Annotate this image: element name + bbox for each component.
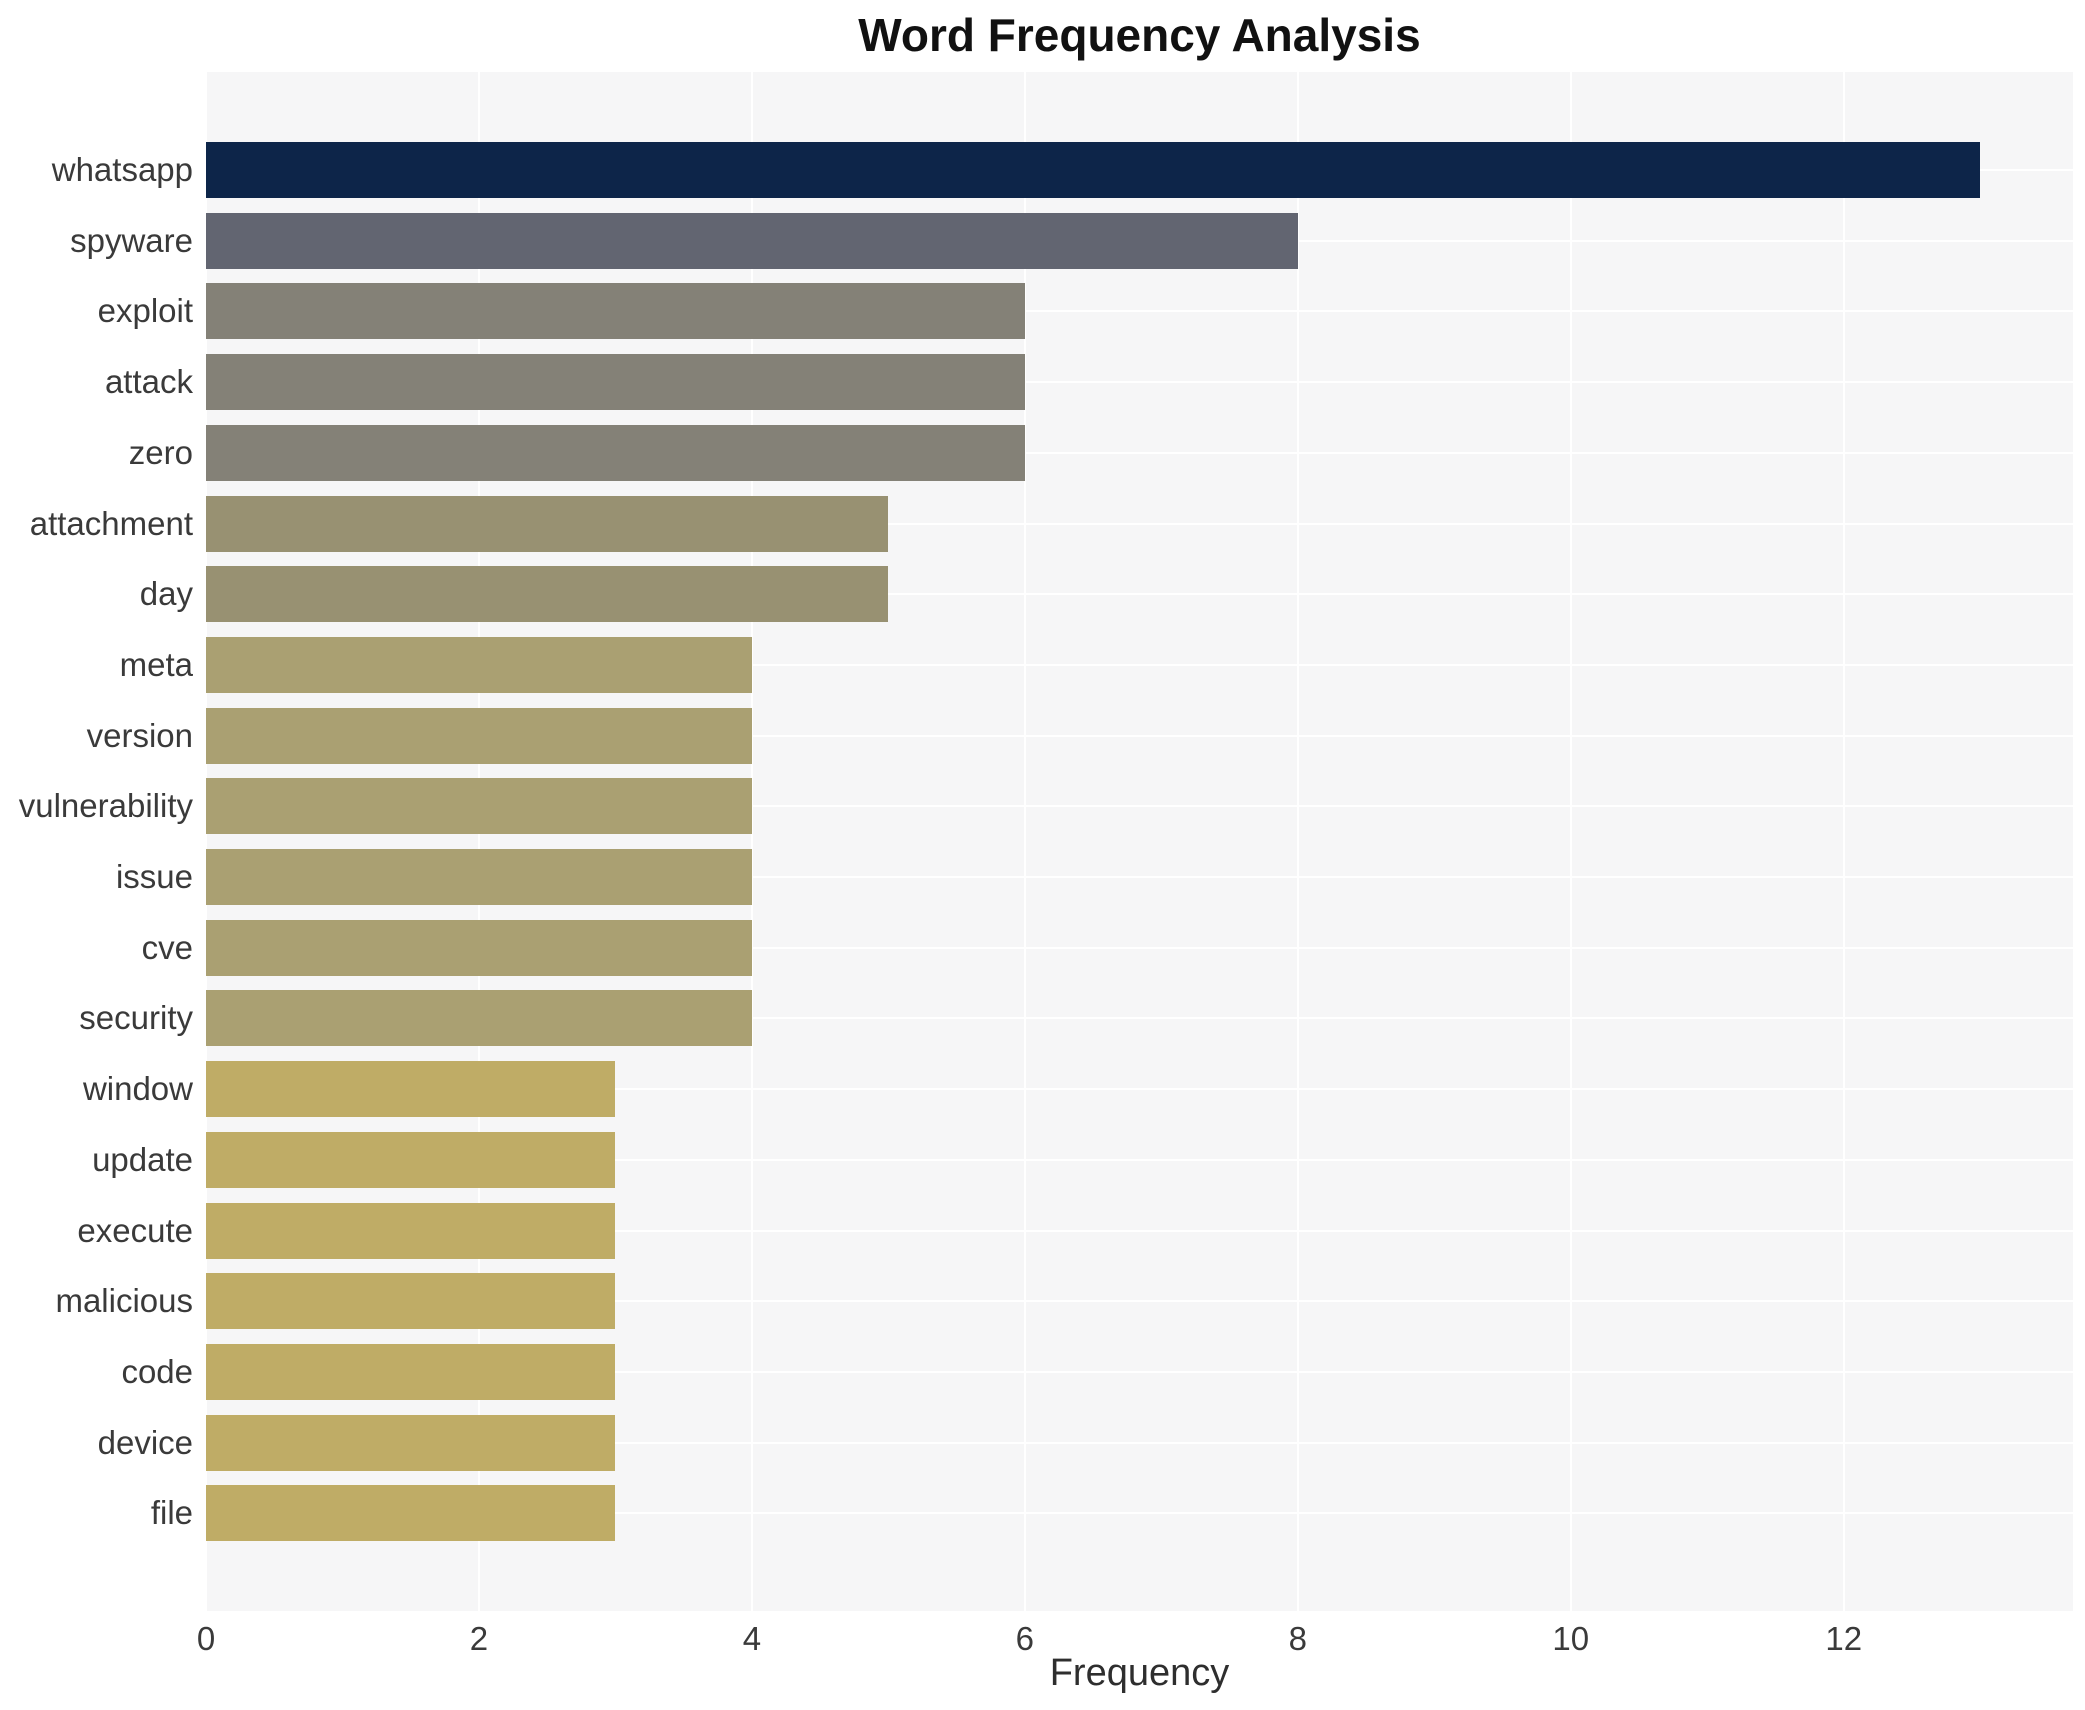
- bar-attack: [206, 354, 1025, 411]
- y-tick-label-file: file: [150, 1494, 193, 1532]
- y-tick-label-version: version: [86, 716, 193, 754]
- y-tick-label-device: device: [97, 1423, 193, 1461]
- bar-attachment: [206, 495, 889, 552]
- gridline-horizontal-zero: [206, 451, 2073, 454]
- x-tick-label-12: 12: [1825, 1620, 1863, 1657]
- bar-cve: [206, 919, 752, 976]
- bar-execute: [206, 1202, 616, 1259]
- gridline-horizontal-attack: [206, 381, 2073, 384]
- bar-code: [206, 1343, 616, 1400]
- x-tick-label-4: 4: [742, 1620, 762, 1657]
- gridline-horizontal-device: [206, 1441, 2073, 1444]
- y-tick-label-whatsapp: whatsapp: [51, 151, 193, 188]
- y-tick-label-spyware: spyware: [70, 221, 193, 259]
- bar-spyware: [206, 212, 1298, 269]
- bar-malicious: [206, 1273, 616, 1330]
- plot-area: [205, 72, 2073, 1611]
- gridline-horizontal-issue: [206, 876, 2073, 878]
- y-tick-label-issue: issue: [115, 858, 193, 895]
- x-tick-label-8: 8: [1288, 1620, 1307, 1657]
- gridline-horizontal-exploit: [206, 310, 2073, 313]
- y-tick-label-meta: meta: [119, 645, 193, 683]
- x-tick-label-0: 0: [196, 1620, 216, 1657]
- gridline-vertical-12: [1842, 72, 1845, 1611]
- y-tick-label-update: update: [92, 1140, 193, 1178]
- gridline-horizontal-update: [206, 1158, 2073, 1161]
- bar-security: [206, 990, 752, 1047]
- gridline-horizontal-version: [206, 734, 2073, 737]
- y-tick-label-vulnerability: vulnerability: [18, 787, 193, 825]
- gridline-horizontal-execute: [206, 1229, 2073, 1232]
- y-tick-label-security: security: [79, 999, 193, 1037]
- gridline-horizontal-attachment: [206, 522, 2073, 525]
- x-tick-label-10: 10: [1552, 1620, 1590, 1657]
- y-tick-label-attack: attack: [104, 363, 193, 401]
- bar-device: [206, 1414, 616, 1471]
- y-tick-label-cve: cve: [141, 928, 193, 966]
- bar-day: [206, 566, 889, 623]
- bar-update: [206, 1131, 616, 1188]
- gridline-horizontal-window: [206, 1088, 2073, 1091]
- bar-issue: [206, 849, 752, 905]
- y-tick-label-zero: zero: [128, 433, 193, 471]
- bar-version: [206, 707, 752, 764]
- bar-zero: [206, 424, 1025, 481]
- y-tick-label-exploit: exploit: [97, 292, 193, 330]
- y-tick-label-code: code: [121, 1352, 193, 1390]
- bar-vulnerability: [206, 778, 752, 835]
- gridline-horizontal-security: [206, 1017, 2073, 1020]
- bar-whatsapp: [206, 142, 1981, 198]
- gridline-vertical-8: [1296, 72, 1299, 1611]
- gridline-horizontal-malicious: [206, 1300, 2073, 1303]
- gridline-horizontal-vulnerability: [206, 805, 2073, 808]
- x-axis-title: Frequency: [1049, 1652, 1230, 1694]
- y-tick-label-day: day: [139, 575, 193, 613]
- bar-file: [206, 1485, 616, 1542]
- gridline-horizontal-cve: [206, 946, 2073, 949]
- y-tick-label-execute: execute: [77, 1211, 193, 1249]
- gridline-vertical-10: [1569, 72, 1572, 1611]
- y-tick-label-window: window: [82, 1070, 193, 1108]
- gridline-horizontal-day: [206, 593, 2073, 596]
- gridline-vertical-6: [1023, 72, 1026, 1611]
- chart-title: Word Frequency Analysis: [858, 9, 1421, 61]
- gridline-vertical-0: [205, 72, 207, 1611]
- gridline-horizontal-meta: [206, 663, 2073, 666]
- y-tick-label-malicious: malicious: [55, 1282, 193, 1320]
- gridline-horizontal-code: [206, 1370, 2073, 1373]
- bar-exploit: [206, 283, 1025, 340]
- bar-window: [206, 1061, 616, 1118]
- gridline-vertical-4: [750, 72, 753, 1611]
- x-tick-label-6: 6: [1015, 1620, 1035, 1657]
- y-tick-label-attachment: attachment: [29, 504, 193, 542]
- bar-meta: [206, 636, 752, 693]
- gridline-vertical-2: [477, 72, 480, 1611]
- gridline-horizontal-file: [206, 1512, 2073, 1515]
- x-tick-label-2: 2: [469, 1620, 489, 1657]
